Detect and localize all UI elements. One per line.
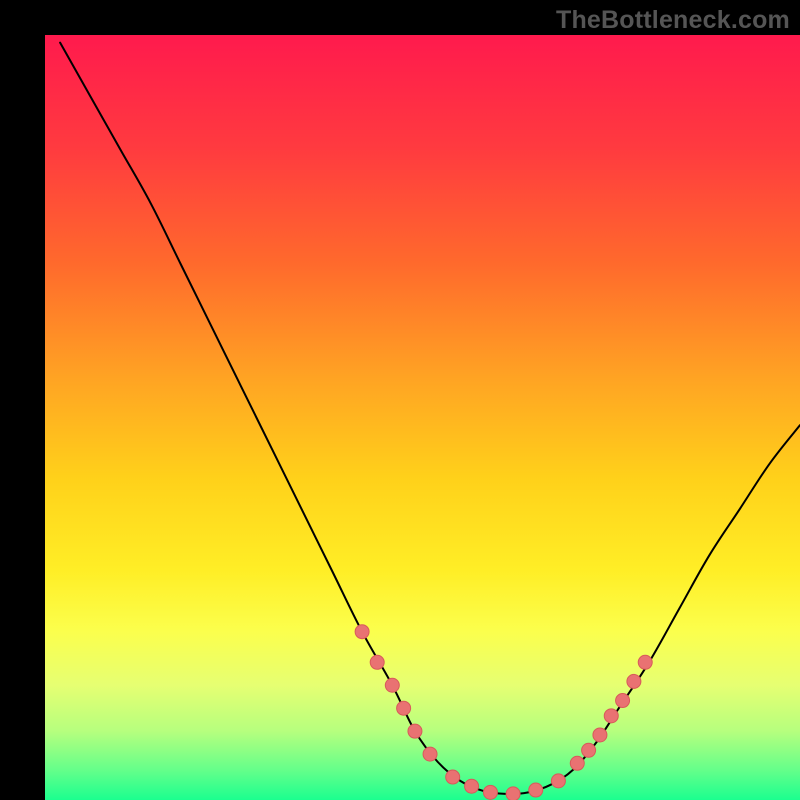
data-marker xyxy=(506,787,520,800)
data-marker xyxy=(465,779,479,793)
data-marker xyxy=(529,783,543,797)
data-marker xyxy=(483,785,497,799)
data-marker xyxy=(627,674,641,688)
data-marker xyxy=(370,655,384,669)
data-marker xyxy=(446,770,460,784)
data-marker xyxy=(570,756,584,770)
data-marker xyxy=(582,743,596,757)
data-marker xyxy=(604,709,618,723)
data-marker xyxy=(385,678,399,692)
data-marker xyxy=(408,724,422,738)
plot-area xyxy=(45,35,800,800)
data-marker xyxy=(423,747,437,761)
chart-stage: TheBottleneck.com xyxy=(0,0,800,800)
data-marker xyxy=(638,655,652,669)
bottleneck-curve-chart xyxy=(0,0,800,800)
data-marker xyxy=(551,774,565,788)
data-marker xyxy=(397,701,411,715)
data-marker xyxy=(593,728,607,742)
data-marker xyxy=(355,625,369,639)
data-marker xyxy=(616,694,630,708)
